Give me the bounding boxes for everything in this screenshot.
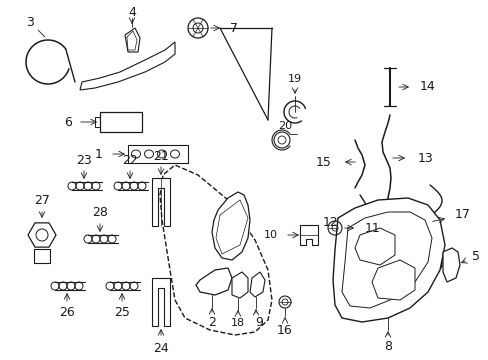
Polygon shape xyxy=(354,228,394,265)
Polygon shape xyxy=(442,248,459,282)
Bar xyxy=(100,112,142,132)
Text: 13: 13 xyxy=(417,152,433,165)
Text: 9: 9 xyxy=(255,316,263,329)
Text: 4: 4 xyxy=(128,5,136,18)
Polygon shape xyxy=(125,28,140,52)
Polygon shape xyxy=(28,223,56,247)
Text: 28: 28 xyxy=(92,207,108,220)
Text: 16: 16 xyxy=(277,324,292,337)
Text: 14: 14 xyxy=(419,81,435,94)
Text: 25: 25 xyxy=(114,306,130,319)
Text: 15: 15 xyxy=(315,156,331,168)
Text: 8: 8 xyxy=(383,339,391,352)
Polygon shape xyxy=(152,278,170,326)
Text: 7: 7 xyxy=(229,22,238,35)
Text: 19: 19 xyxy=(287,74,302,84)
Text: 6: 6 xyxy=(64,116,72,129)
Text: 18: 18 xyxy=(230,318,244,328)
Polygon shape xyxy=(299,225,317,245)
Polygon shape xyxy=(249,272,264,297)
Polygon shape xyxy=(332,198,444,322)
Text: 11: 11 xyxy=(364,221,380,234)
Polygon shape xyxy=(371,260,414,300)
Polygon shape xyxy=(212,192,249,260)
Text: 1: 1 xyxy=(95,148,103,161)
Polygon shape xyxy=(80,42,175,90)
Text: 22: 22 xyxy=(122,153,138,166)
Bar xyxy=(128,145,187,163)
Text: 21: 21 xyxy=(153,149,168,162)
Polygon shape xyxy=(196,268,231,295)
Text: 3: 3 xyxy=(26,17,34,30)
Text: 27: 27 xyxy=(34,194,50,207)
Text: 10: 10 xyxy=(264,230,278,240)
Text: 17: 17 xyxy=(454,207,470,220)
Text: 26: 26 xyxy=(59,306,75,319)
Polygon shape xyxy=(231,272,247,298)
Text: 2: 2 xyxy=(207,316,216,329)
Polygon shape xyxy=(34,249,50,263)
Polygon shape xyxy=(152,178,170,226)
Text: 20: 20 xyxy=(277,121,291,131)
Text: 23: 23 xyxy=(76,153,92,166)
Text: 5: 5 xyxy=(471,251,479,264)
Circle shape xyxy=(36,229,48,241)
Text: 24: 24 xyxy=(153,342,168,355)
Text: 12: 12 xyxy=(322,216,337,229)
